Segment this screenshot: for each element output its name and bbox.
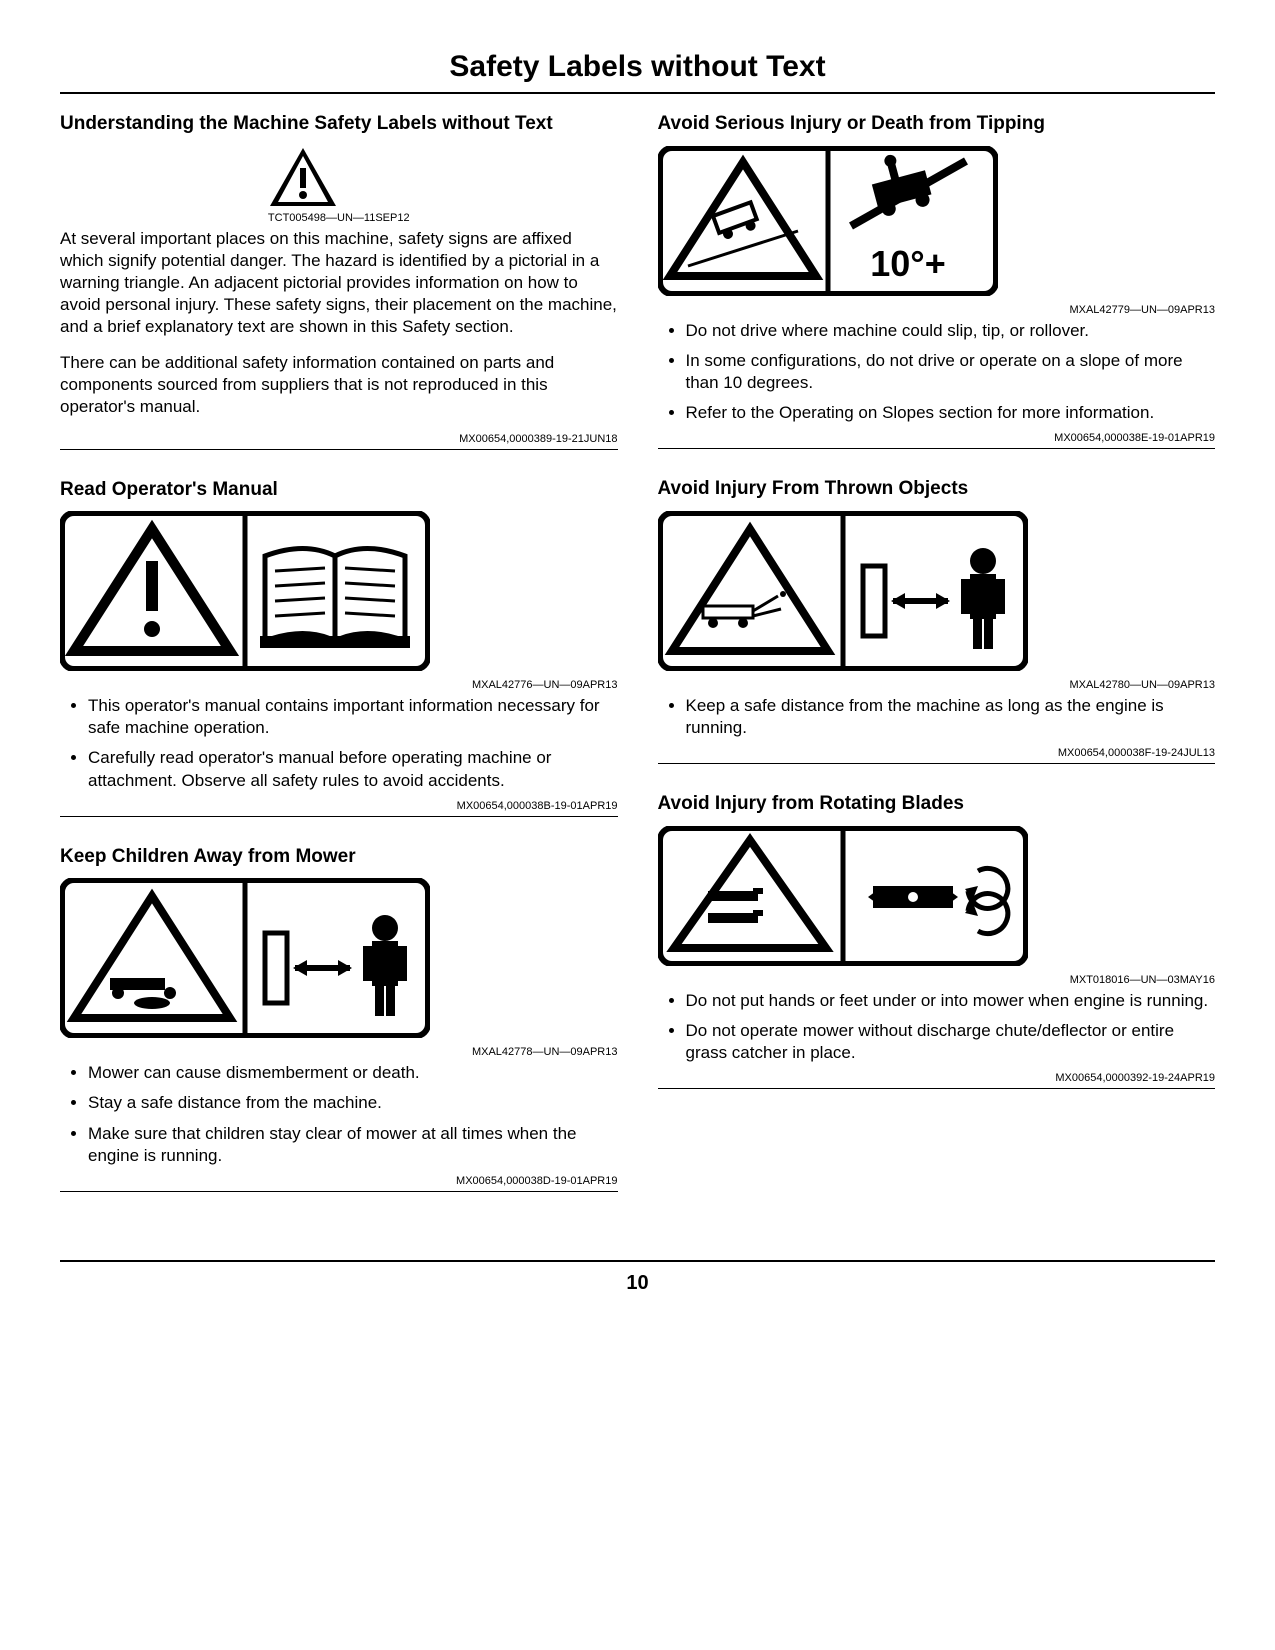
bullet-list: This operator's manual contains importan… [60, 695, 618, 791]
section-code: MX00654,0000392-19-24APR19 [658, 1072, 1216, 1084]
image-code: MXT018016—UN—03MAY16 [658, 974, 1216, 986]
list-item: Make sure that children stay clear of mo… [88, 1123, 618, 1167]
section-title: Keep Children Away from Mower [60, 845, 618, 869]
warning-triangle-figure: TCT005498—UN—11SEP12 [60, 146, 618, 228]
image-code: MXAL42780—UN—09APR13 [658, 679, 1216, 691]
paragraph: There can be additional safety informati… [60, 352, 618, 418]
image-code: TCT005498—UN—11SEP12 [268, 212, 410, 224]
section-title: Avoid Serious Injury or Death from Tippi… [658, 112, 1216, 136]
section-code: MX00654,000038B-19-01APR19 [60, 800, 618, 812]
section-understanding: Understanding the Machine Safety Labels … [60, 112, 618, 450]
safety-label-figure [658, 511, 1216, 671]
footer-rule [60, 1260, 1215, 1262]
safety-label-figure: 10°+ [658, 146, 1216, 296]
warning-triangle-icon [268, 146, 338, 208]
list-item: Mower can cause dismemberment or death. [88, 1062, 618, 1084]
title-rule [60, 92, 1215, 94]
section-code: MX00654,000038D-19-01APR19 [60, 1175, 618, 1187]
list-item: This operator's manual contains importan… [88, 695, 618, 739]
section-rule [60, 1191, 618, 1192]
section-code: MX00654,000038F-19-24JUL13 [658, 747, 1216, 759]
right-column: Avoid Serious Injury or Death from Tippi… [658, 112, 1216, 1220]
bullet-list: Keep a safe distance from the machine as… [658, 695, 1216, 739]
section-rotating-blades: Avoid Injury from Rotating Blades [658, 792, 1216, 1089]
section-tipping: Avoid Serious Injury or Death from Tippi… [658, 112, 1216, 449]
section-title: Avoid Injury From Thrown Objects [658, 477, 1216, 501]
image-code: MXAL42778—UN—09APR13 [60, 1046, 618, 1058]
section-rule [60, 449, 618, 450]
section-children-away: Keep Children Away from Mower [60, 845, 618, 1192]
list-item: Refer to the Operating on Slopes section… [686, 402, 1216, 424]
bullet-list: Do not put hands or feet under or into m… [658, 990, 1216, 1064]
section-rule [658, 763, 1216, 764]
svg-text:10°+: 10°+ [870, 243, 945, 284]
section-code: MX00654,0000389-19-21JUN18 [60, 433, 618, 445]
section-rule [60, 816, 618, 817]
section-code: MX00654,000038E-19-01APR19 [658, 432, 1216, 444]
list-item: Keep a safe distance from the machine as… [686, 695, 1216, 739]
two-column-layout: Understanding the Machine Safety Labels … [60, 112, 1215, 1220]
section-title: Understanding the Machine Safety Labels … [60, 112, 618, 136]
section-rule [658, 1088, 1216, 1089]
page-number: 10 [60, 1272, 1215, 1295]
page-title: Safety Labels without Text [60, 50, 1215, 84]
bullet-list: Do not drive where machine could slip, t… [658, 320, 1216, 424]
safety-label-figure [658, 826, 1216, 966]
section-thrown-objects: Avoid Injury From Thrown Objects [658, 477, 1216, 764]
safety-label-figure [60, 511, 618, 671]
section-rule [658, 448, 1216, 449]
list-item: In some configurations, do not drive or … [686, 350, 1216, 394]
section-read-manual: Read Operator's Manual [60, 478, 618, 817]
list-item: Do not operate mower without discharge c… [686, 1020, 1216, 1064]
read-manual-label-icon [60, 511, 430, 671]
image-code: MXAL42776—UN—09APR13 [60, 679, 618, 691]
list-item: Stay a safe distance from the machine. [88, 1092, 618, 1114]
list-item: Do not put hands or feet under or into m… [686, 990, 1216, 1012]
left-column: Understanding the Machine Safety Labels … [60, 112, 618, 1220]
list-item: Carefully read operator's manual before … [88, 747, 618, 791]
thrown-objects-label-icon [658, 511, 1028, 671]
section-title: Read Operator's Manual [60, 478, 618, 502]
paragraph: At several important places on this mach… [60, 228, 618, 338]
children-away-label-icon [60, 878, 430, 1038]
tipping-label-icon: 10°+ [658, 146, 998, 296]
list-item: Do not drive where machine could slip, t… [686, 320, 1216, 342]
section-title: Avoid Injury from Rotating Blades [658, 792, 1216, 816]
safety-label-figure [60, 878, 618, 1038]
image-code: MXAL42779—UN—09APR13 [658, 304, 1216, 316]
bullet-list: Mower can cause dismemberment or death. … [60, 1062, 618, 1166]
rotating-blades-label-icon [658, 826, 1028, 966]
